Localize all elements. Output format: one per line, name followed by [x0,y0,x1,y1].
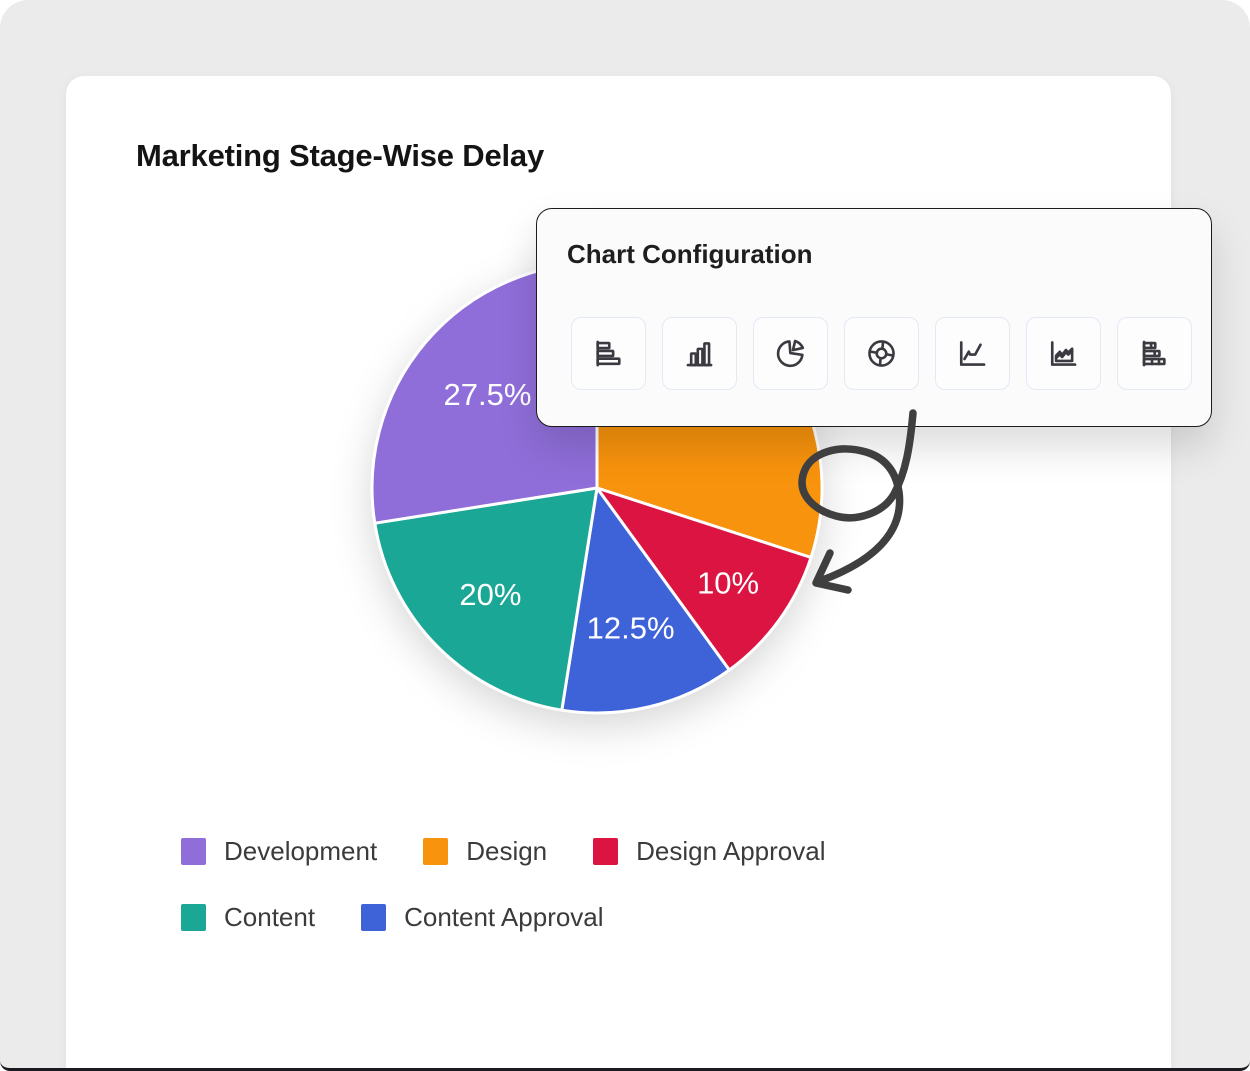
pie-slice-label: 20% [459,577,521,612]
chart-type-bar-vertical-button[interactable] [662,317,737,390]
legend-item[interactable]: Content Approval [361,902,604,933]
chart-type-line-button[interactable] [935,317,1010,390]
chart-type-toolbar [571,317,1192,390]
pie-slice-label: 27.5% [444,377,532,412]
legend-item[interactable]: Design [423,836,547,867]
chart-type-area-button[interactable] [1026,317,1101,390]
pie-slice-label: 12.5% [587,611,675,646]
legend-label: Content [224,902,316,932]
chart-legend: Development Design Design Approval Content C… [181,836,825,968]
legend-item[interactable]: Development [181,836,377,867]
chart-type-pie-button[interactable] [753,317,828,390]
legend-swatch [361,904,387,931]
legend-swatch [423,838,449,865]
bar-stacked-icon [1142,340,1166,367]
legend-swatch [593,838,619,865]
pie-icon [776,339,805,368]
chart-type-bar-stacked-button[interactable] [1117,317,1192,390]
legend-label: Content Approval [404,902,604,932]
area-icon [1050,341,1077,366]
pie-slice[interactable] [373,486,599,712]
chart-type-donut-button[interactable] [844,317,919,390]
chart-title: Marketing Stage-Wise Delay [136,138,544,173]
legend-label: Development [224,836,378,866]
legend-item[interactable]: Content [181,902,315,933]
pie-slice-label: 10% [697,566,759,601]
legend-row: Content Content Approval [181,902,825,933]
bar-vertical-icon [686,342,713,367]
donut-icon [868,340,895,367]
chart-configuration-popup: Chart Configuration [536,208,1212,427]
pie-slice[interactable] [560,486,731,715]
bar-horizontal-icon [596,340,621,367]
chart-type-bar-horizontal-button[interactable] [571,317,646,390]
legend-label: Design Approval [636,836,826,866]
legend-row: Development Design Design Approval [181,836,825,867]
legend-label: Design [466,836,548,866]
legend-swatch [181,838,206,865]
legend-swatch [181,904,206,931]
legend-item[interactable]: Design Approval [593,836,825,867]
line-icon [959,341,986,366]
popup-title: Chart Configuration [567,239,813,269]
